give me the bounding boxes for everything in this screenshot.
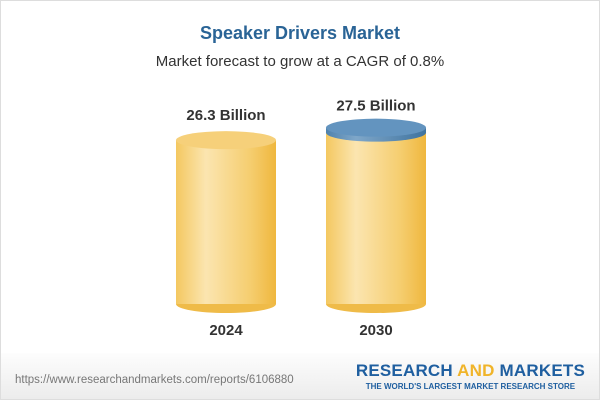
category-label: 2030 (359, 322, 392, 339)
chart-subtitle: Market forecast to grow at a CAGR of 0.8… (155, 53, 445, 70)
chart: 26.3 Billion 2024 27.5 Billion 2030 (176, 98, 426, 339)
data-label: 27.5 Billion (336, 98, 415, 115)
data-label: 26.3 Billion (186, 107, 265, 124)
cylinder-cap-top (326, 118, 426, 137)
cylinder-body (326, 132, 426, 304)
cylinder-body (176, 140, 276, 304)
cylinder-top (176, 131, 276, 150)
category-label: 2024 (209, 322, 243, 339)
source-url[interactable]: https://www.researchandmarkets.com/repor… (15, 374, 294, 386)
chart-title: Speaker Drivers Market (199, 23, 401, 43)
research-and-markets-logo: RESEARCH AND MARKETS THE WORLD'S LARGEST… (355, 361, 585, 391)
footer: https://www.researchandmarkets.com/repor… (1, 353, 599, 399)
